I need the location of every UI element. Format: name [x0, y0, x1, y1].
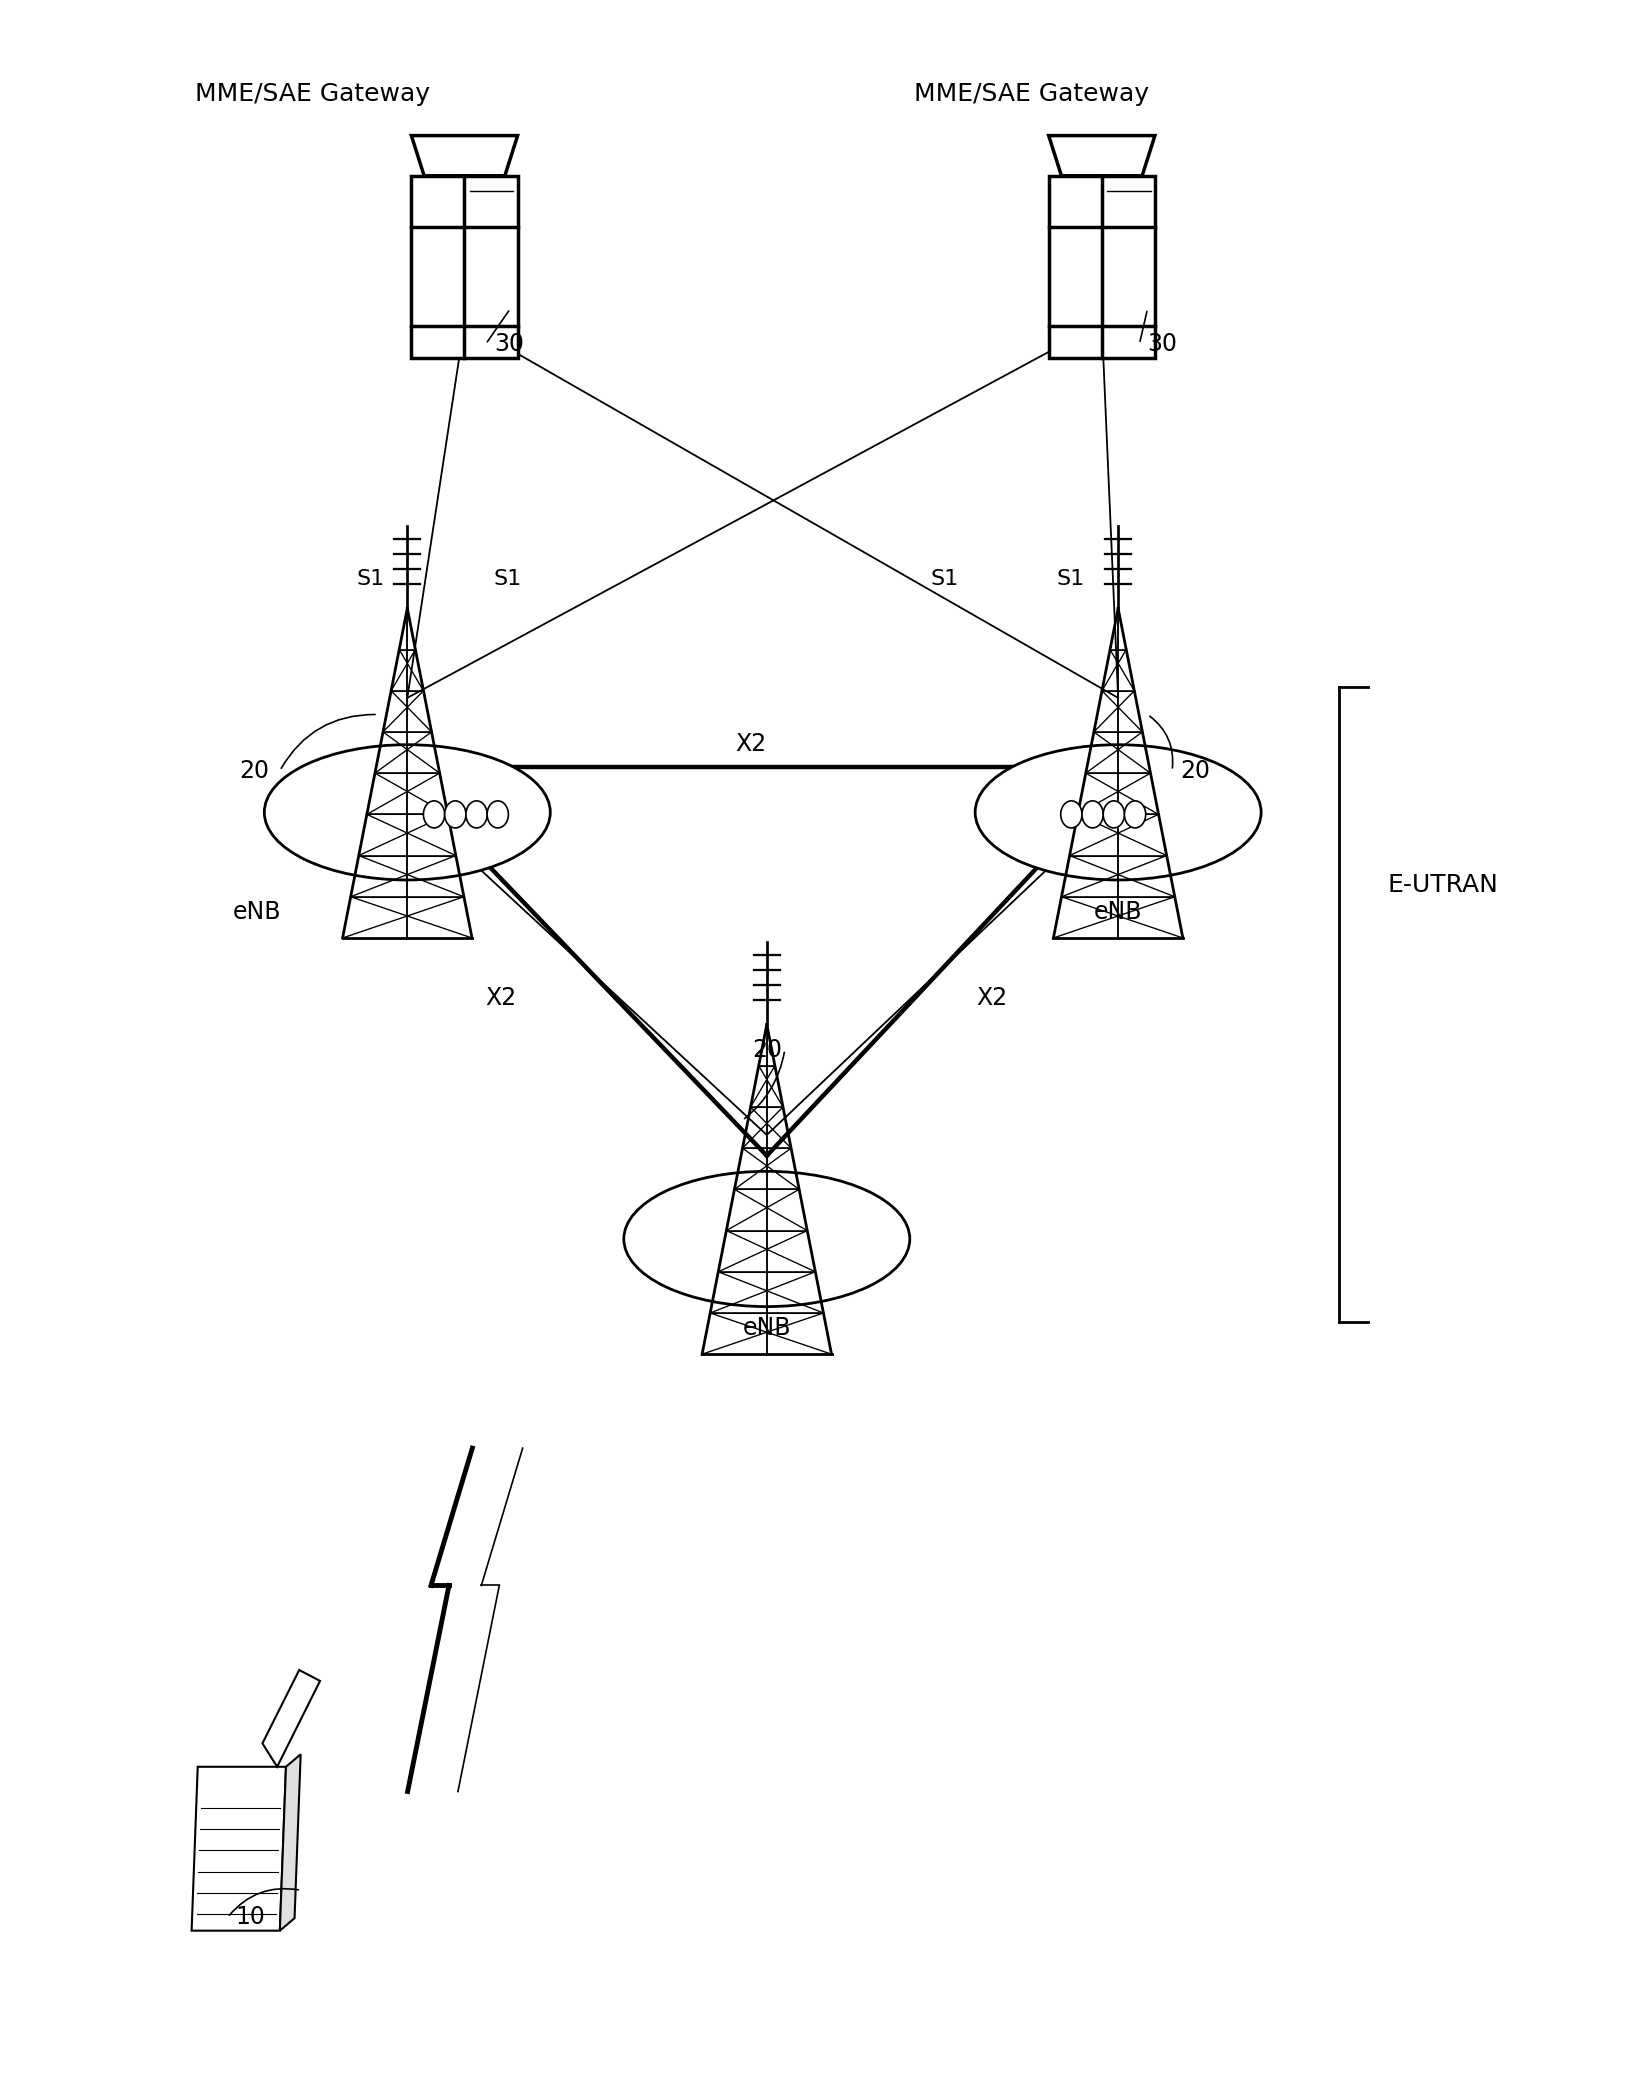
- Circle shape: [1103, 800, 1124, 828]
- Text: S1: S1: [494, 570, 522, 589]
- Text: S1: S1: [929, 570, 959, 589]
- Bar: [1048, 176, 1155, 358]
- Text: 20: 20: [1180, 758, 1210, 784]
- Text: 20: 20: [751, 1037, 783, 1062]
- Text: X2: X2: [976, 985, 1007, 1010]
- Circle shape: [424, 800, 445, 828]
- Circle shape: [466, 800, 488, 828]
- Polygon shape: [262, 1670, 320, 1766]
- Text: 20: 20: [239, 758, 269, 784]
- Ellipse shape: [625, 1171, 910, 1307]
- Polygon shape: [1048, 136, 1155, 176]
- Ellipse shape: [976, 744, 1261, 880]
- Text: X2: X2: [735, 731, 766, 756]
- Ellipse shape: [264, 744, 550, 880]
- Text: S1: S1: [356, 570, 386, 589]
- Circle shape: [445, 800, 466, 828]
- Text: MME/SAE Gateway: MME/SAE Gateway: [194, 82, 430, 107]
- Polygon shape: [412, 136, 517, 176]
- Circle shape: [488, 800, 508, 828]
- Text: X2: X2: [486, 985, 517, 1010]
- Text: eNB: eNB: [1094, 901, 1142, 924]
- Polygon shape: [280, 1754, 300, 1932]
- Text: MME/SAE Gateway: MME/SAE Gateway: [915, 82, 1149, 107]
- Text: S1: S1: [1056, 570, 1084, 589]
- Circle shape: [1061, 800, 1083, 828]
- Text: 30: 30: [494, 333, 524, 356]
- Circle shape: [1124, 800, 1145, 828]
- Text: eNB: eNB: [743, 1316, 791, 1341]
- Polygon shape: [191, 1766, 287, 1932]
- Circle shape: [1083, 800, 1103, 828]
- Text: eNB: eNB: [232, 901, 282, 924]
- Bar: [412, 176, 517, 358]
- Text: 30: 30: [1147, 333, 1178, 356]
- Text: 10: 10: [236, 1906, 265, 1929]
- Text: E-UTRAN: E-UTRAN: [1388, 874, 1498, 897]
